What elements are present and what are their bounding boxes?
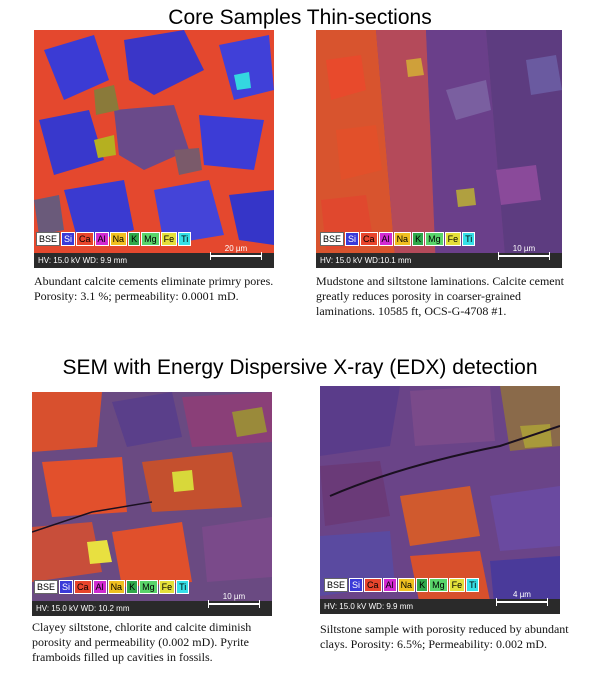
legend-chip-ti: Ti — [178, 232, 192, 246]
legend-chip-k: K — [128, 232, 141, 246]
legend-chip-bse: BSE — [36, 232, 61, 246]
scale-bar: 4 µm — [490, 590, 554, 612]
legend-chip-mg: Mg — [139, 580, 158, 594]
sem-image-siltstone-clays: BSE Si Ca Al Na K Mg Fe Ti HV: 15.0 kV W… — [320, 386, 560, 614]
legend-chip-al: Al — [382, 578, 397, 592]
legend-chip-na: Na — [397, 578, 416, 592]
legend-chip-al: Al — [94, 232, 109, 246]
legend-chip-si: Si — [61, 232, 76, 246]
sem-info-bar: HV: 15.0 kV WD: 9.9 mm 20 µm — [34, 244, 274, 268]
sem-metadata: HV: 15.0 kV WD:10.1 mm — [320, 256, 412, 265]
legend-chip-mg: Mg — [425, 232, 444, 246]
legend-chip-fe: Fe — [444, 232, 462, 246]
legend-chip-bse: BSE — [320, 232, 345, 246]
legend-chip-k: K — [416, 578, 429, 592]
legend-chip-al: Al — [92, 580, 107, 594]
scale-label: 4 µm — [513, 590, 531, 599]
legend-chip-fe: Fe — [158, 580, 176, 594]
scale-label: 10 µm — [222, 592, 246, 601]
scale-bar: 10 µm — [202, 592, 266, 614]
sem-info-bar: HV: 15.0 kV WD: 9.9 mm 4 µm — [320, 590, 560, 614]
caption-panel-3: Clayey siltstone, chlorite and calcite d… — [32, 620, 252, 664]
sem-mineral-map-3 — [32, 392, 272, 616]
legend-chip-mg: Mg — [429, 578, 448, 592]
legend-chip-na: Na — [107, 580, 126, 594]
legend-chip-bse: BSE — [324, 578, 349, 592]
sem-info-bar: HV: 15.0 kV WD:10.1 mm 10 µm — [316, 244, 562, 268]
sem-metadata: HV: 15.0 kV WD: 10.2 mm — [36, 604, 130, 613]
legend-chip-ca: Ca — [364, 578, 382, 592]
scale-bar: 20 µm — [204, 244, 268, 266]
legend-chip-ti: Ti — [466, 578, 480, 592]
legend-chip-si: Si — [345, 232, 360, 246]
legend-chip-fe: Fe — [448, 578, 466, 592]
legend-chip-mg: Mg — [141, 232, 160, 246]
element-legend: BSE Si Ca Al Na K Mg Fe Ti — [320, 232, 476, 246]
section-heading-core-samples: Core Samples Thin-sections — [168, 6, 432, 29]
element-legend: BSE Si Ca Al Na K Mg Fe Ti — [36, 232, 192, 246]
scale-bar: 10 µm — [492, 244, 556, 266]
legend-chip-ca: Ca — [76, 232, 94, 246]
legend-chip-ca: Ca — [74, 580, 92, 594]
caption-panel-4: Siltstone sample with porosity reduced b… — [320, 622, 569, 651]
scale-label: 10 µm — [512, 244, 536, 253]
sem-info-bar: HV: 15.0 kV WD: 10.2 mm 10 µm — [32, 592, 272, 616]
legend-chip-bse: BSE — [34, 580, 59, 594]
sem-mineral-map-4 — [320, 386, 560, 614]
legend-chip-na: Na — [109, 232, 128, 246]
section-heading-sem-edx: SEM with Energy Dispersive X-ray (EDX) d… — [62, 356, 538, 379]
sem-image-clayey-siltstone: BSE Si Ca Al Na K Mg Fe Ti HV: 15.0 kV W… — [32, 392, 272, 616]
legend-chip-k: K — [126, 580, 139, 594]
legend-chip-si: Si — [349, 578, 364, 592]
legend-chip-si: Si — [59, 580, 74, 594]
sem-mineral-map-2 — [316, 30, 562, 268]
legend-chip-al: Al — [378, 232, 393, 246]
sem-metadata: HV: 15.0 kV WD: 9.9 mm — [38, 256, 128, 265]
sem-image-calcite-cement: BSE Si Ca Al Na K Mg Fe Ti HV: 15.0 kV W… — [34, 30, 274, 268]
legend-chip-ca: Ca — [360, 232, 378, 246]
scale-label: 20 µm — [224, 244, 248, 253]
element-legend: BSE Si Ca Al Na K Mg Fe Ti — [34, 580, 190, 594]
sem-metadata: HV: 15.0 kV WD: 9.9 mm — [324, 602, 414, 611]
legend-chip-k: K — [412, 232, 425, 246]
legend-chip-fe: Fe — [160, 232, 178, 246]
element-legend: BSE Si Ca Al Na K Mg Fe Ti — [324, 578, 480, 592]
legend-chip-ti: Ti — [176, 580, 190, 594]
legend-chip-ti: Ti — [462, 232, 476, 246]
sem-image-mudstone-laminations: BSE Si Ca Al Na K Mg Fe Ti HV: 15.0 kV W… — [316, 30, 562, 268]
caption-panel-2: Mudstone and siltstone laminations. Calc… — [316, 274, 564, 318]
caption-panel-1: Abundant calcite cements eliminate primr… — [34, 274, 274, 303]
legend-chip-na: Na — [393, 232, 412, 246]
sem-mineral-map-1 — [34, 30, 274, 268]
